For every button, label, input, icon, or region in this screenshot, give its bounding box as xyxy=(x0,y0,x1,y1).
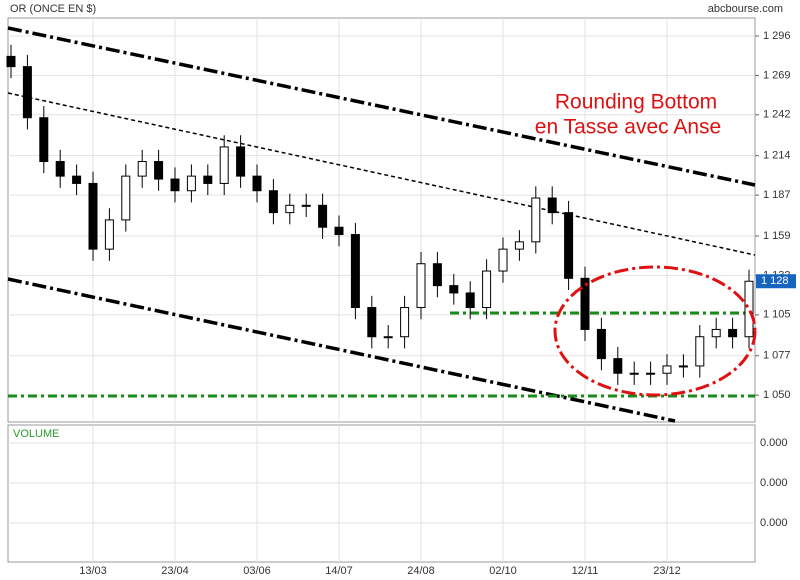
volume-panel xyxy=(7,424,756,563)
candle-body xyxy=(449,285,459,294)
candle-body xyxy=(121,175,131,221)
source: abcbourse.com xyxy=(708,3,783,15)
candle-body xyxy=(514,241,524,250)
price-panel xyxy=(7,17,756,423)
candle-body xyxy=(432,263,442,287)
candle-body xyxy=(367,307,377,338)
candle-body xyxy=(629,372,639,375)
y-tick-label: 1 077 xyxy=(763,350,791,362)
y-tick-label: 1 242 xyxy=(763,109,791,121)
x-tick-label: 14/07 xyxy=(325,565,353,577)
x-tick-label: 13/03 xyxy=(79,565,107,577)
y-tick-label: 1 214 xyxy=(763,150,791,162)
candle-body xyxy=(416,263,426,309)
candle-body xyxy=(662,365,672,374)
candle-body xyxy=(596,328,606,360)
x-tick-label: 24/08 xyxy=(407,565,435,577)
candle-body xyxy=(318,204,328,228)
candle-body xyxy=(203,175,213,184)
candles xyxy=(6,44,754,385)
candle-body xyxy=(236,146,246,177)
candle-body xyxy=(6,55,16,68)
candle-body xyxy=(350,234,360,309)
x-tick-label: 23/12 xyxy=(653,565,681,577)
candle-body xyxy=(482,270,492,309)
y-tick-label: 1 296 xyxy=(763,30,791,42)
candle-body xyxy=(252,175,262,192)
candle-body xyxy=(186,175,196,192)
candle-body xyxy=(154,161,164,180)
chart-title: OR (ONCE EN $) xyxy=(10,3,96,15)
candle-body xyxy=(564,212,574,279)
candle-body xyxy=(646,372,656,375)
candle-body xyxy=(531,197,541,243)
volume-tick-label: 0.000 xyxy=(760,477,788,489)
x-tick-label: 12/11 xyxy=(572,565,599,577)
candle-body xyxy=(728,328,738,338)
highlight-ellipse xyxy=(553,265,757,397)
candle-body xyxy=(547,197,557,214)
x-tick-label: 03/06 xyxy=(243,565,271,577)
trend-line-mid xyxy=(7,92,756,256)
candle-body xyxy=(39,117,49,163)
x-tick-label: 02/10 xyxy=(489,565,517,577)
volume-tick-label: 0.000 xyxy=(760,437,788,449)
candle-body xyxy=(72,175,82,184)
volume-tick-label: 0.000 xyxy=(760,517,788,529)
candle-body xyxy=(88,182,98,250)
trend-line-upper xyxy=(7,26,756,187)
annotation: Rounding Bottom xyxy=(555,91,717,114)
candle-body xyxy=(465,292,475,309)
candle-body xyxy=(383,336,393,339)
y-tick-label: 1 105 xyxy=(763,309,791,321)
y-tick-label: 1 159 xyxy=(763,230,791,242)
candle-body xyxy=(137,161,147,177)
candle-body xyxy=(268,190,278,214)
x-tick-label: 23/04 xyxy=(161,565,189,577)
candle-body xyxy=(400,307,410,338)
candle-body xyxy=(678,365,688,368)
candle-body xyxy=(613,358,623,374)
candle-body xyxy=(334,226,344,236)
candle-body xyxy=(301,204,311,207)
annotation: en Tasse avec Anse xyxy=(535,116,721,139)
candle-body xyxy=(22,66,32,119)
candle-body xyxy=(580,277,590,330)
candle-body xyxy=(55,161,65,177)
last-price-label: 1 128 xyxy=(761,275,789,287)
candle-body xyxy=(219,146,229,184)
candle-body xyxy=(695,336,705,367)
last-price-box xyxy=(756,274,796,289)
volume-label: VOLUME xyxy=(13,428,59,440)
candle-body xyxy=(498,248,508,272)
candle-body xyxy=(104,219,114,250)
candle-body xyxy=(711,328,721,338)
y-tick-label: 1 050 xyxy=(763,389,791,401)
candle-body xyxy=(285,204,295,214)
candle-body xyxy=(170,178,180,192)
y-tick-label: 1 187 xyxy=(763,189,791,201)
candle-body xyxy=(744,280,754,338)
y-tick-label: 1 269 xyxy=(763,69,791,81)
